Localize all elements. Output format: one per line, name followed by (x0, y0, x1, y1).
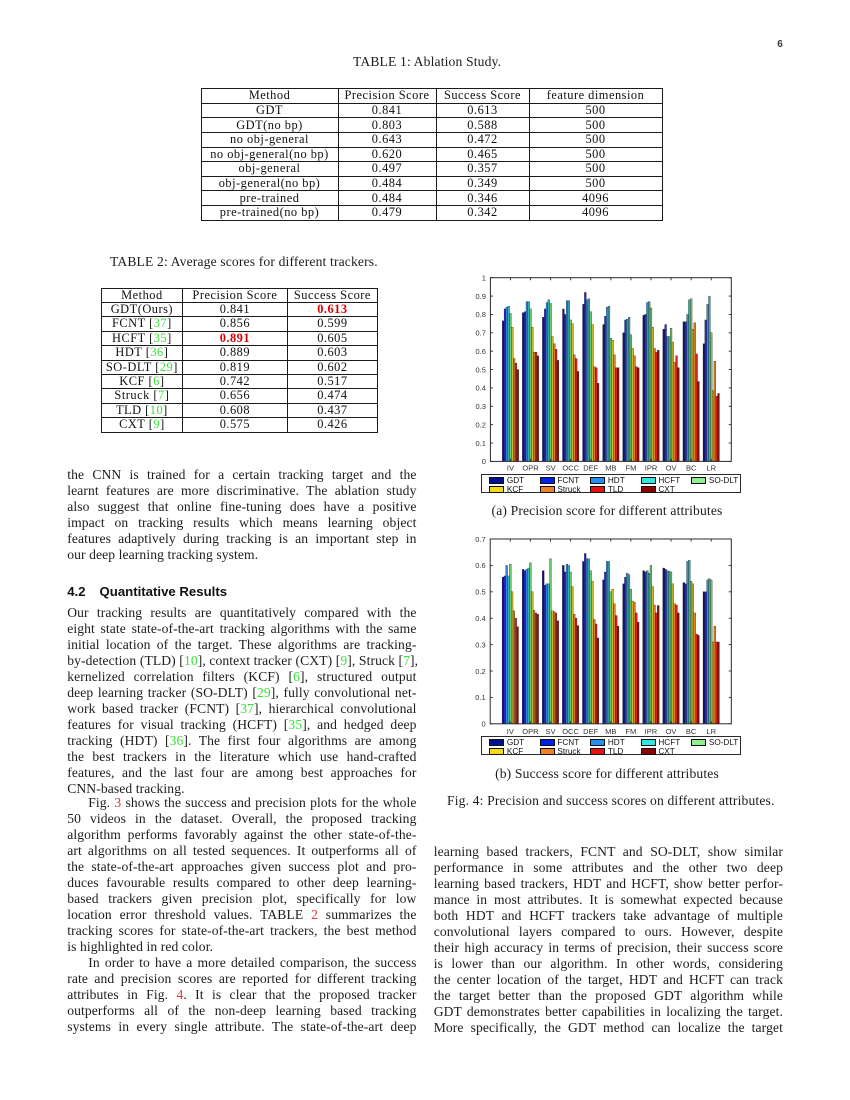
svg-text:IV: IV (507, 464, 514, 473)
svg-text:0.7: 0.7 (475, 535, 485, 544)
svg-text:OPR: OPR (522, 464, 539, 473)
svg-text:0.3: 0.3 (475, 640, 485, 649)
svg-text:OPR: OPR (522, 727, 539, 736)
svg-text:BC: BC (686, 464, 697, 473)
svg-text:0.2: 0.2 (475, 420, 485, 429)
svg-text:0.5: 0.5 (475, 365, 485, 374)
svg-text:DEF: DEF (583, 464, 598, 473)
svg-text:IV: IV (507, 727, 514, 736)
svg-text:MB: MB (605, 727, 616, 736)
svg-text:FM: FM (625, 727, 636, 736)
svg-text:DEF: DEF (583, 727, 598, 736)
svg-text:OCC: OCC (562, 727, 579, 736)
svg-text:BC: BC (686, 727, 697, 736)
svg-text:OV: OV (666, 727, 677, 736)
svg-text:0.2: 0.2 (475, 667, 485, 676)
svg-text:LR: LR (706, 727, 716, 736)
svg-text:1: 1 (482, 274, 486, 283)
svg-text:0: 0 (482, 457, 486, 466)
svg-text:0.6: 0.6 (475, 561, 485, 570)
svg-text:0.3: 0.3 (475, 402, 485, 411)
svg-text:SV: SV (546, 464, 556, 473)
svg-text:0.9: 0.9 (475, 292, 485, 301)
svg-text:MB: MB (605, 464, 616, 473)
svg-text:0.7: 0.7 (475, 329, 485, 338)
svg-text:FM: FM (625, 464, 636, 473)
svg-text:0.5: 0.5 (475, 588, 485, 597)
svg-text:OV: OV (666, 464, 677, 473)
svg-text:0: 0 (482, 720, 486, 729)
svg-text:SV: SV (545, 727, 555, 736)
svg-text:0.8: 0.8 (475, 310, 485, 319)
svg-text:0.6: 0.6 (475, 347, 485, 356)
svg-text:0.4: 0.4 (475, 384, 485, 393)
svg-text:IPR: IPR (645, 464, 658, 473)
svg-text:LR: LR (706, 464, 716, 473)
svg-text:0.4: 0.4 (475, 614, 485, 623)
svg-text:IPR: IPR (645, 727, 658, 736)
svg-text:0.1: 0.1 (475, 693, 485, 702)
svg-text:OCC: OCC (562, 464, 579, 473)
svg-text:0.1: 0.1 (475, 439, 485, 448)
